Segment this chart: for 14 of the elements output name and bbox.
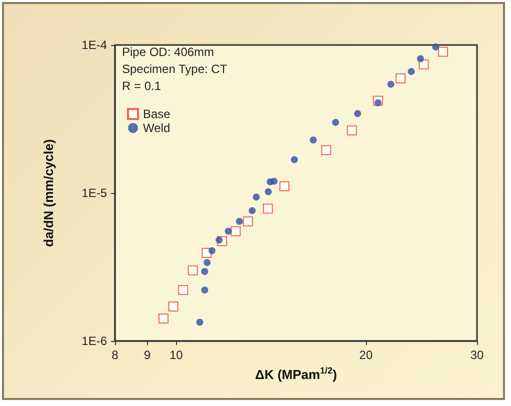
annotation: Specimen Type: CT [122, 62, 228, 76]
annotation: Pipe OD: 406mm [122, 45, 214, 59]
x-tick-label: 30 [470, 348, 484, 362]
x-tick-label: 8 [112, 348, 119, 362]
x-tick-label: 10 [169, 348, 184, 362]
x-tick-label: 20 [359, 348, 373, 362]
y-axis-title: da/dN (mm/cycle) [41, 139, 56, 247]
annotation: R = 0.1 [122, 79, 162, 93]
y-tick-label: 1E-6 [82, 334, 108, 348]
legend-label: Base [143, 107, 171, 121]
y-tick-label: 1E-4 [82, 38, 108, 52]
x-tick-label: 9 [144, 348, 151, 362]
legend-label: Weld [143, 121, 170, 135]
y-tick-label: 1E-5 [82, 186, 108, 200]
